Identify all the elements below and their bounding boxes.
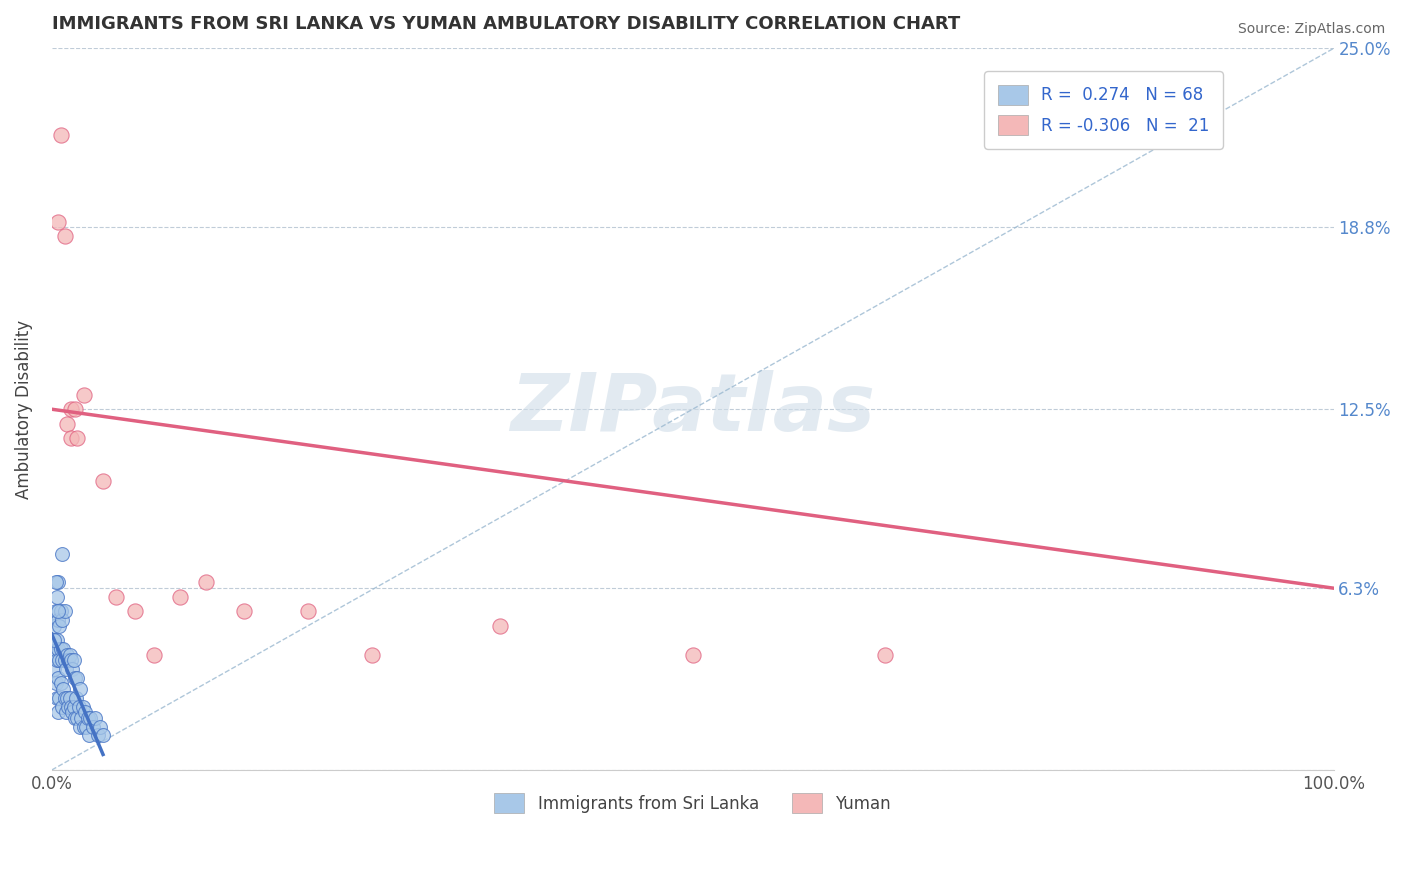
Point	[59, 690, 82, 705]
Point	[63, 671, 86, 685]
Point	[56, 690, 79, 705]
Point	[52, 682, 75, 697]
Legend: Immigrants from Sri Lanka, Yuman: Immigrants from Sri Lanka, Yuman	[481, 780, 904, 827]
Point	[60, 662, 83, 676]
Y-axis label: Ambulatory Disability: Ambulatory Disability	[15, 319, 32, 499]
Point	[44, 618, 66, 632]
Point	[73, 720, 96, 734]
Point	[44, 633, 66, 648]
Point	[143, 648, 166, 662]
Point	[53, 229, 76, 244]
Point	[66, 671, 89, 685]
Point	[69, 682, 91, 697]
Point	[63, 711, 86, 725]
Point	[361, 648, 384, 662]
Point	[56, 417, 79, 431]
Point	[79, 711, 101, 725]
Point	[60, 706, 83, 720]
Point	[48, 653, 70, 667]
Point	[91, 475, 114, 489]
Point	[45, 633, 67, 648]
Point	[62, 653, 84, 667]
Point	[45, 653, 67, 667]
Point	[51, 699, 73, 714]
Point	[52, 641, 75, 656]
Point	[48, 690, 70, 705]
Point	[489, 618, 512, 632]
Point	[58, 699, 80, 714]
Point	[49, 604, 72, 618]
Point	[46, 214, 69, 228]
Point	[59, 699, 82, 714]
Point	[75, 720, 97, 734]
Point	[233, 604, 256, 618]
Point	[66, 711, 89, 725]
Point	[59, 402, 82, 417]
Point	[75, 706, 97, 720]
Point	[67, 699, 90, 714]
Text: IMMIGRANTS FROM SRI LANKA VS YUMAN AMBULATORY DISABILITY CORRELATION CHART: IMMIGRANTS FROM SRI LANKA VS YUMAN AMBUL…	[52, 15, 960, 33]
Point	[53, 690, 76, 705]
Point	[77, 728, 100, 742]
Point	[58, 653, 80, 667]
Point	[46, 706, 69, 720]
Point	[59, 431, 82, 445]
Point	[48, 618, 70, 632]
Point	[51, 653, 73, 667]
Point	[46, 613, 69, 627]
Point	[53, 604, 76, 618]
Point	[169, 590, 191, 604]
Point	[55, 662, 77, 676]
Point	[91, 728, 114, 742]
Point	[51, 613, 73, 627]
Point	[62, 699, 84, 714]
Point	[59, 648, 82, 662]
Point	[82, 720, 104, 734]
Point	[45, 590, 67, 604]
Point	[49, 128, 72, 142]
Point	[873, 648, 896, 662]
Point	[72, 699, 94, 714]
Point	[65, 690, 87, 705]
Point	[124, 604, 146, 618]
Point	[682, 648, 704, 662]
Point	[46, 641, 69, 656]
Point	[76, 711, 98, 725]
Point	[87, 728, 110, 742]
Point	[84, 711, 107, 725]
Point	[46, 604, 69, 618]
Point	[297, 604, 319, 618]
Text: Source: ZipAtlas.com: Source: ZipAtlas.com	[1237, 22, 1385, 37]
Point	[104, 590, 127, 604]
Point	[66, 431, 89, 445]
Point	[45, 575, 67, 590]
Point	[44, 662, 66, 676]
Point	[69, 720, 91, 734]
Point	[45, 648, 67, 662]
Point	[45, 604, 67, 618]
Point	[46, 575, 69, 590]
Point	[55, 706, 77, 720]
Point	[194, 575, 217, 590]
Point	[73, 388, 96, 402]
Point	[53, 653, 76, 667]
Point	[51, 547, 73, 561]
Point	[49, 641, 72, 656]
Point	[70, 711, 93, 725]
Point	[49, 676, 72, 690]
Point	[45, 676, 67, 690]
Point	[89, 720, 111, 734]
Point	[63, 402, 86, 417]
Point	[59, 653, 82, 667]
Point	[42, 648, 65, 662]
Point	[56, 648, 79, 662]
Text: ZIPatlas: ZIPatlas	[510, 370, 875, 448]
Point	[46, 671, 69, 685]
Point	[45, 690, 67, 705]
